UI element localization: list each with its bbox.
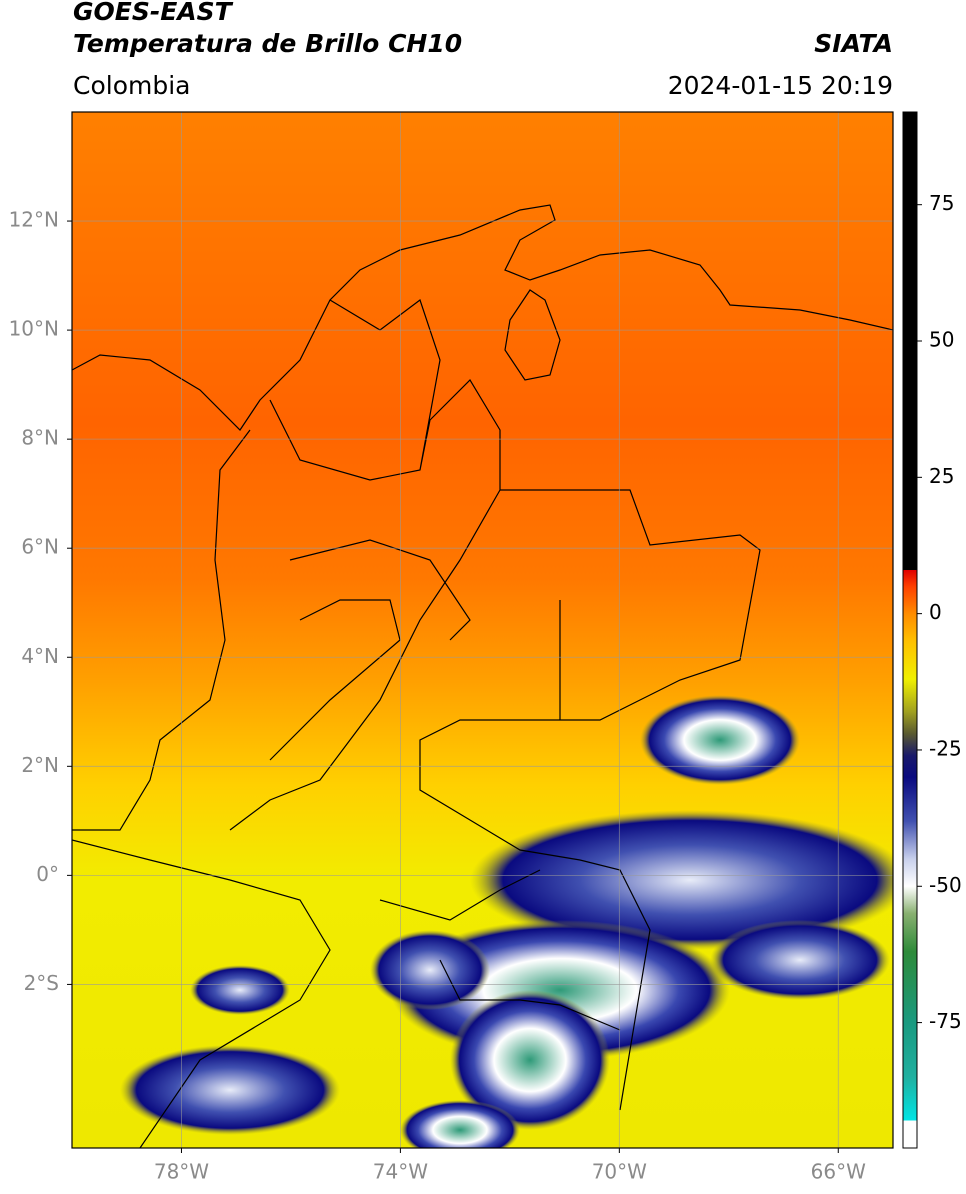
cloud	[710, 920, 890, 1000]
y-tick-label: 12°N	[9, 208, 59, 232]
colorbar-tick-label: 25	[929, 464, 954, 488]
y-tick-label: 2°N	[21, 753, 59, 777]
cloud	[370, 930, 490, 1010]
cloud	[120, 1045, 340, 1135]
y-tick-label: 2°S	[24, 971, 59, 995]
x-tick-label: 70°W	[592, 1160, 647, 1184]
cloud	[450, 990, 610, 1130]
x-tick-label: 74°W	[373, 1160, 428, 1184]
colorbar-tick-label: 0	[929, 600, 942, 624]
coastline	[72, 429, 251, 831]
cloud	[640, 695, 800, 785]
title: GOES-EAST	[73, 0, 234, 26]
border	[269, 539, 471, 761]
y-tick-label: 6°N	[21, 535, 59, 559]
agency: SIATA	[814, 29, 893, 58]
cloud	[190, 965, 290, 1015]
colorbar-tick-label: 50	[929, 328, 954, 352]
colorbar-tick-label: -25	[929, 736, 962, 760]
cloud	[470, 810, 893, 950]
coastline	[504, 289, 561, 381]
colorbar	[902, 111, 918, 1149]
colorbar-tick-label: -75	[929, 1009, 962, 1033]
y-tick-label: 10°N	[9, 317, 59, 341]
subtitle: Temperatura de Brillo CH10	[73, 29, 462, 58]
cloud	[400, 1100, 520, 1148]
colorbar-tick-label: -50	[929, 873, 962, 897]
x-tick-label: 78°W	[154, 1160, 209, 1184]
imagery	[72, 112, 893, 1148]
border	[419, 489, 761, 1111]
region: Colombia	[73, 71, 190, 100]
timestamp: 2024-01-15 20:19	[668, 71, 893, 100]
y-tick-label: 8°N	[21, 426, 59, 450]
x-tick-label: 66°W	[811, 1160, 866, 1184]
coastline	[72, 204, 893, 431]
y-tick-label: 4°N	[21, 644, 59, 668]
coastline	[72, 839, 331, 1148]
colorbar-tick-label: 75	[929, 191, 954, 215]
y-tick-label: 0°	[36, 862, 59, 886]
map-frame	[71, 111, 894, 1149]
grid	[72, 112, 893, 1148]
border	[379, 869, 621, 1031]
